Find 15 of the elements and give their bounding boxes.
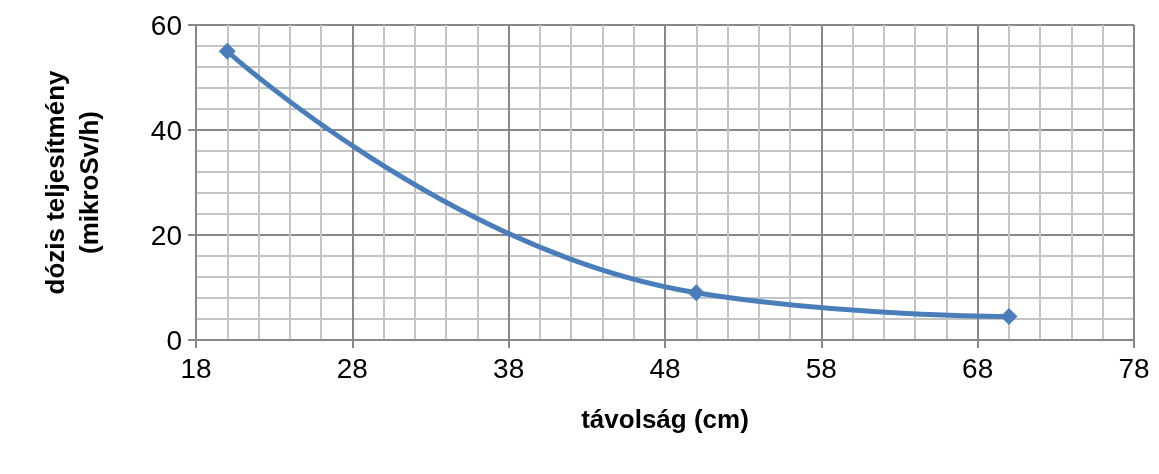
x-tick-label: 58 [805,352,837,384]
x-tick-label: 78 [1118,352,1150,384]
y-tick-label: 60 [150,9,182,41]
point [687,284,705,302]
x-tick-label: 68 [962,352,994,384]
x-tick-label: 48 [649,352,681,384]
point [218,42,236,60]
x-tick-label: 28 [336,352,368,384]
y-tick-label: 20 [150,219,182,251]
y-axis-title: dózis teljesítmény (mikroSv/h) [40,69,104,295]
x-tick-label: 38 [493,352,525,384]
x-axis-title: távolság (cm) [581,404,749,434]
x-tick-label: 18 [180,352,212,384]
y-tick-label: 0 [166,324,182,356]
y-tick-label: 40 [150,114,182,146]
